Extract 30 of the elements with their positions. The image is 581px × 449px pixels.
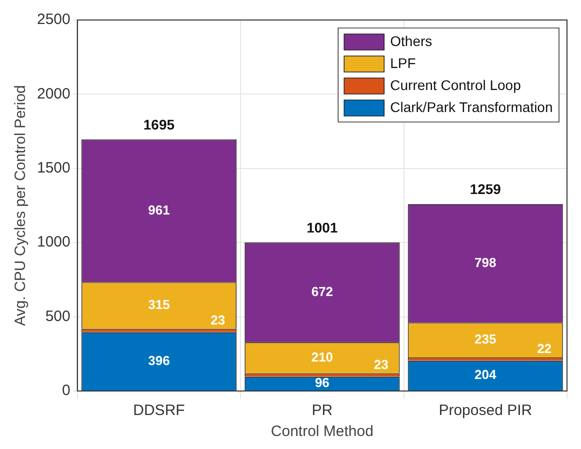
- total-label: 1695: [143, 116, 175, 132]
- legend-label: Clark/Park Transformation: [390, 98, 553, 115]
- data-label: 396: [148, 352, 170, 368]
- y-tick-label: 1000: [36, 234, 70, 251]
- x-tick-label: Proposed PIR: [438, 402, 532, 420]
- data-label: 798: [474, 254, 496, 270]
- data-label: 961: [148, 202, 170, 218]
- data-label: 672: [311, 284, 334, 299]
- y-axis-title: Avg. CPU Cycles per Control Period: [12, 85, 30, 326]
- x-tick-label: PR: [312, 402, 333, 420]
- legend-label: LPF: [390, 54, 416, 71]
- y-tick-label: 2000: [36, 85, 70, 102]
- y-tick-label: 500: [45, 308, 70, 325]
- y-tick-label: 0: [62, 382, 70, 400]
- y-tick-label: 1500: [36, 160, 70, 177]
- data-label: 204: [474, 367, 498, 382]
- data-label: 96: [314, 375, 330, 390]
- data-label: 235: [474, 332, 496, 347]
- legend-label: Current Control Loop: [390, 76, 522, 93]
- data-label: 23: [210, 312, 226, 328]
- x-axis-title: Control Method: [270, 423, 374, 440]
- data-label: 23: [374, 356, 388, 372]
- x-tick-label: DDSRF: [133, 402, 185, 420]
- legend-label: Others: [390, 32, 432, 49]
- y-tick-label: 2500: [36, 11, 70, 28]
- data-label: 315: [148, 297, 170, 312]
- data-label: 210: [311, 349, 334, 364]
- total-label: 1001: [306, 219, 338, 236]
- data-label: 22: [537, 341, 552, 356]
- total-label: 1259: [470, 181, 502, 198]
